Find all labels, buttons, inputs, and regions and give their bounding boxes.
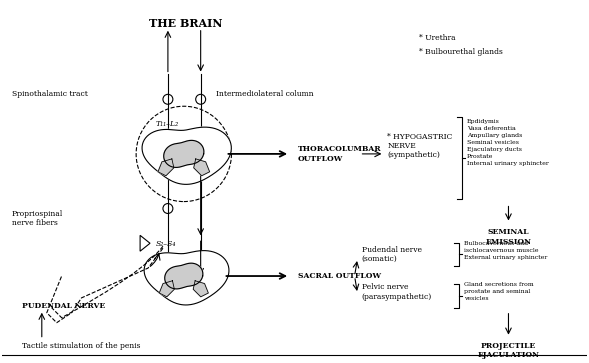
Polygon shape xyxy=(158,159,174,176)
Text: Tactile stimulation of the penis: Tactile stimulation of the penis xyxy=(22,342,140,350)
Text: Epdidymis
Vasa deferentia
Ampullary glands
Seminal vesicles
Ejaculatory ducts
Pr: Epdidymis Vasa deferentia Ampullary glan… xyxy=(466,119,548,166)
Polygon shape xyxy=(144,250,229,305)
Text: THORACOLUMBAR
OUTFLOW: THORACOLUMBAR OUTFLOW xyxy=(298,145,382,163)
Polygon shape xyxy=(165,263,203,289)
Polygon shape xyxy=(194,159,210,176)
Text: Pelvic nerve
(parasympathetic): Pelvic nerve (parasympathetic) xyxy=(362,283,432,301)
Text: Gland secretions from
prostate and seminal
vesicles: Gland secretions from prostate and semin… xyxy=(464,282,534,301)
Text: * Urethra: * Urethra xyxy=(419,34,456,42)
Text: PROJECTILE
EJACULATION: PROJECTILE EJACULATION xyxy=(478,342,540,359)
Text: SEMINAL
EMISSION: SEMINAL EMISSION xyxy=(485,228,531,246)
Polygon shape xyxy=(193,281,209,297)
Text: Bulbocavernous and
ischlocavernous muscle
External urinary sphincter: Bulbocavernous and ischlocavernous muscl… xyxy=(464,241,547,260)
Text: * HYPOGASTRIC
NERVE
(sympathetic): * HYPOGASTRIC NERVE (sympathetic) xyxy=(388,133,453,159)
Text: Propriospinal
nerve fibers: Propriospinal nerve fibers xyxy=(12,210,63,227)
Polygon shape xyxy=(164,140,204,167)
Text: SACRAL OUTFLOW: SACRAL OUTFLOW xyxy=(298,272,381,280)
Polygon shape xyxy=(159,281,174,297)
Text: S₂–S₄: S₂–S₄ xyxy=(156,240,176,248)
Polygon shape xyxy=(142,127,231,184)
Text: Intermediolateral column: Intermediolateral column xyxy=(216,90,313,98)
Text: Pudendal nerve
(somatic): Pudendal nerve (somatic) xyxy=(362,246,422,263)
Text: Spinothalamic tract: Spinothalamic tract xyxy=(12,90,88,98)
Text: THE BRAIN: THE BRAIN xyxy=(149,18,223,29)
Text: PUDENDAL NERVE: PUDENDAL NERVE xyxy=(22,302,105,310)
Text: * Bulbourethal glands: * Bulbourethal glands xyxy=(419,48,503,56)
Text: T₁₁–L₂: T₁₁–L₂ xyxy=(156,120,179,128)
